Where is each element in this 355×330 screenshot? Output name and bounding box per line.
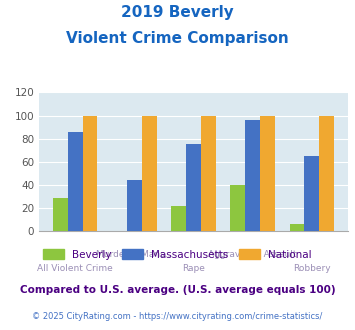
Text: © 2025 CityRating.com - https://www.cityrating.com/crime-statistics/: © 2025 CityRating.com - https://www.city… bbox=[32, 312, 323, 321]
Text: Robbery: Robbery bbox=[293, 264, 331, 273]
Bar bbox=[230, 185, 245, 231]
Bar bbox=[186, 145, 201, 231]
Bar bbox=[142, 115, 157, 231]
Bar bbox=[304, 156, 319, 231]
Bar bbox=[171, 206, 186, 231]
Bar bbox=[319, 115, 334, 231]
Bar bbox=[68, 132, 83, 231]
Bar bbox=[53, 197, 68, 231]
Bar bbox=[127, 180, 142, 231]
Text: Aggravated Assault: Aggravated Assault bbox=[208, 250, 297, 259]
Legend: Beverly, Massachusetts, National: Beverly, Massachusetts, National bbox=[39, 245, 316, 264]
Bar bbox=[290, 224, 304, 231]
Bar bbox=[201, 115, 215, 231]
Text: 2019 Beverly: 2019 Beverly bbox=[121, 5, 234, 20]
Text: All Violent Crime: All Violent Crime bbox=[37, 264, 113, 273]
Text: Violent Crime Comparison: Violent Crime Comparison bbox=[66, 31, 289, 46]
Text: Rape: Rape bbox=[182, 264, 205, 273]
Text: Murder & Mans...: Murder & Mans... bbox=[96, 250, 173, 259]
Bar bbox=[245, 120, 260, 231]
Text: Compared to U.S. average. (U.S. average equals 100): Compared to U.S. average. (U.S. average … bbox=[20, 285, 335, 295]
Bar bbox=[260, 115, 275, 231]
Bar bbox=[83, 115, 97, 231]
